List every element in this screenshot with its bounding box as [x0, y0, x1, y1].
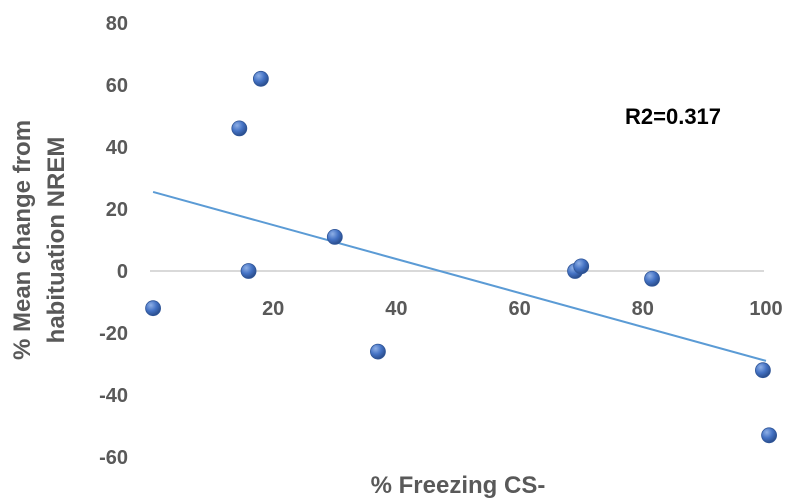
y-tick-label: 40	[106, 137, 128, 159]
y-tick-label: -60	[99, 447, 128, 469]
y-tick-label: -20	[99, 323, 128, 345]
y-tick-label: 60	[106, 75, 128, 97]
scatter-point	[761, 427, 777, 444]
y-axis-title-line-2: habituation NREM	[43, 137, 70, 344]
x-tick-label: 40	[385, 298, 407, 320]
scatter-point	[326, 228, 343, 245]
scatter-point	[573, 258, 590, 275]
y-axis-title-line-1: % Mean change from	[9, 120, 36, 360]
y-tick-label: 20	[106, 199, 128, 221]
data-points	[145, 70, 777, 444]
x-axis-title: % Freezing CS-	[371, 472, 546, 499]
scatter-point	[252, 70, 269, 87]
y-axis-title: % Mean change from habituation NREM	[9, 120, 70, 360]
x-tick-label: 60	[508, 298, 530, 320]
scatter-point	[370, 343, 386, 360]
scatter-point	[145, 300, 161, 317]
scatter-point	[231, 120, 248, 137]
y-tick-label: -40	[99, 385, 128, 407]
y-tick-label: 0	[117, 261, 128, 283]
linear-trendline	[152, 190, 767, 362]
x-tick-label: 20	[262, 298, 284, 320]
scatter-point	[644, 270, 660, 287]
r-squared-annotation: R2=0.317	[625, 104, 721, 129]
x-tick-label: 80	[632, 298, 654, 320]
trendline-group	[152, 190, 767, 362]
scatter-point	[755, 362, 771, 379]
y-tick-label: 80	[106, 13, 128, 35]
x-axis-ticks: 20 40 60 80 100	[262, 298, 783, 320]
scatter-point	[240, 263, 257, 279]
x-tick-label: 100	[749, 298, 782, 320]
y-axis-ticks: 80 60 40 20 0 -20 -40 -60	[99, 13, 128, 469]
